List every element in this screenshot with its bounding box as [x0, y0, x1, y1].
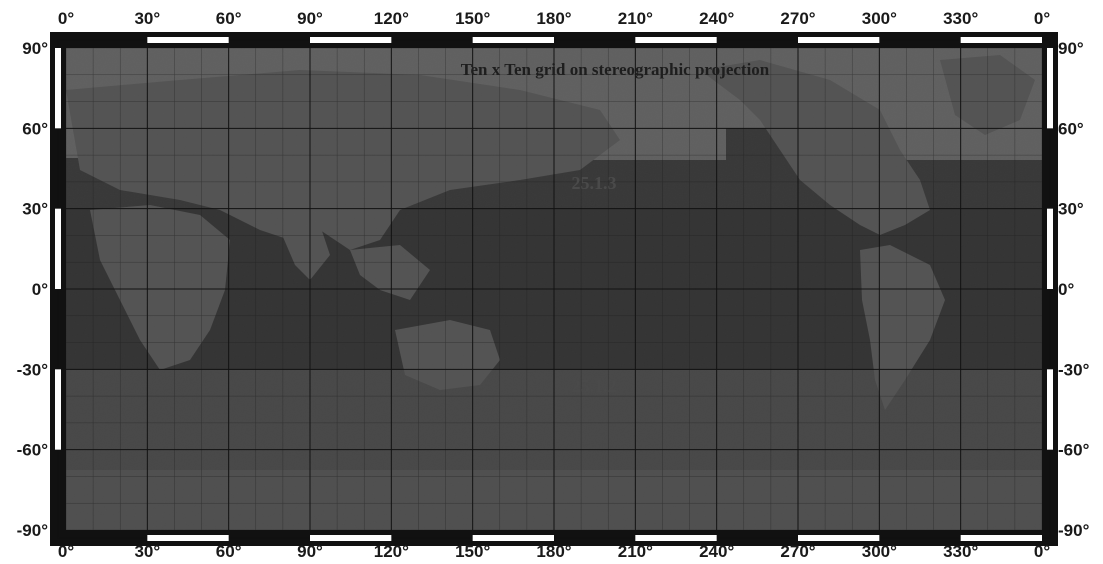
frame-segment-right [1047, 369, 1053, 450]
frame-segment-left [55, 48, 61, 129]
frame-segment-top [798, 37, 880, 43]
frame-segment-bottom [798, 535, 880, 541]
frame-segment-bottom [960, 535, 1042, 541]
longitude-label: 0° [58, 9, 74, 28]
longitude-label: 30° [134, 542, 160, 561]
latitude-label: 90° [1058, 39, 1084, 58]
frame-segment-top [310, 37, 392, 43]
frame-segment-bottom [472, 535, 554, 541]
longitude-label: 270° [780, 9, 815, 28]
latitude-label: -30° [1058, 360, 1090, 379]
longitude-label: 0° [1034, 542, 1050, 561]
latitude-label: 30° [1058, 200, 1084, 219]
map-title: Ten x Ten grid on stereographic projecti… [461, 60, 770, 79]
frame-segment-bottom [147, 535, 229, 541]
longitude-label: 90° [297, 9, 323, 28]
frame-segment-left [55, 369, 61, 450]
longitude-label: 210° [618, 542, 653, 561]
latitude-labels-right: 90° 60° 30° 0° -30° -60° -90° [1058, 39, 1090, 540]
latitude-label: 0° [1058, 280, 1074, 299]
longitude-label: 0° [1034, 9, 1050, 28]
longitude-labels-top: 0° 30° 60° 90° 120° 150° 180° 210° 240° 270° 300° 3… [58, 9, 1050, 28]
longitude-label: 30° [134, 9, 160, 28]
latitude-label: -60° [17, 441, 49, 460]
latitude-label: 0° [32, 280, 48, 299]
frame-segment-right [1047, 208, 1053, 289]
longitude-label: 60° [216, 542, 242, 561]
frame-segment-bottom [635, 535, 717, 541]
longitude-label: 90° [297, 542, 323, 561]
longitude-label: 330° [943, 9, 978, 28]
latitude-label: 60° [1058, 119, 1084, 138]
longitude-label: 120° [374, 542, 409, 561]
latitude-label: -60° [1058, 441, 1090, 460]
longitude-label: 300° [862, 9, 897, 28]
longitude-label: 240° [699, 9, 734, 28]
frame-segment-top [635, 37, 717, 43]
longitude-label: 150° [455, 542, 490, 561]
longitude-label: 0° [58, 542, 74, 561]
longitude-label: 240° [699, 542, 734, 561]
region-label-south: 25.1.2 [572, 376, 617, 396]
latitude-label: -90° [17, 521, 49, 540]
longitude-label: 180° [536, 9, 571, 28]
region-label-north: 25.1.3 [572, 173, 617, 193]
longitude-label: 210° [618, 9, 653, 28]
longitude-label: 330° [943, 542, 978, 561]
latitude-label: 30° [22, 200, 48, 219]
longitude-labels-bottom: 0° 30° 60° 90° 120° 150° 180° 210° 240° 270° 300° 3… [58, 542, 1050, 561]
latitude-labels-left: 90° 60° 30° 0° -30° -60° -90° [17, 39, 49, 540]
map-frame [50, 32, 1058, 546]
latitude-label: 60° [22, 119, 48, 138]
frame-segment-top [147, 37, 229, 43]
longitude-label: 270° [780, 542, 815, 561]
frame-segment-right [1047, 48, 1053, 129]
frame-segment-top [472, 37, 554, 43]
longitude-label: 60° [216, 9, 242, 28]
frame-segment-left [55, 208, 61, 289]
major-grid [66, 48, 1042, 530]
map-area: 25.1.3 25.1.2 Ten x Ten grid on stereogr… [66, 48, 1042, 530]
latitude-label: 90° [22, 39, 48, 58]
longitude-label: 180° [536, 542, 571, 561]
frame-segment-top [960, 37, 1042, 43]
latitude-label: -30° [17, 360, 49, 379]
longitude-label: 300° [862, 542, 897, 561]
longitude-label: 120° [374, 9, 409, 28]
frame-segment-bottom [310, 535, 392, 541]
latitude-label: -90° [1058, 521, 1090, 540]
longitude-label: 150° [455, 9, 490, 28]
